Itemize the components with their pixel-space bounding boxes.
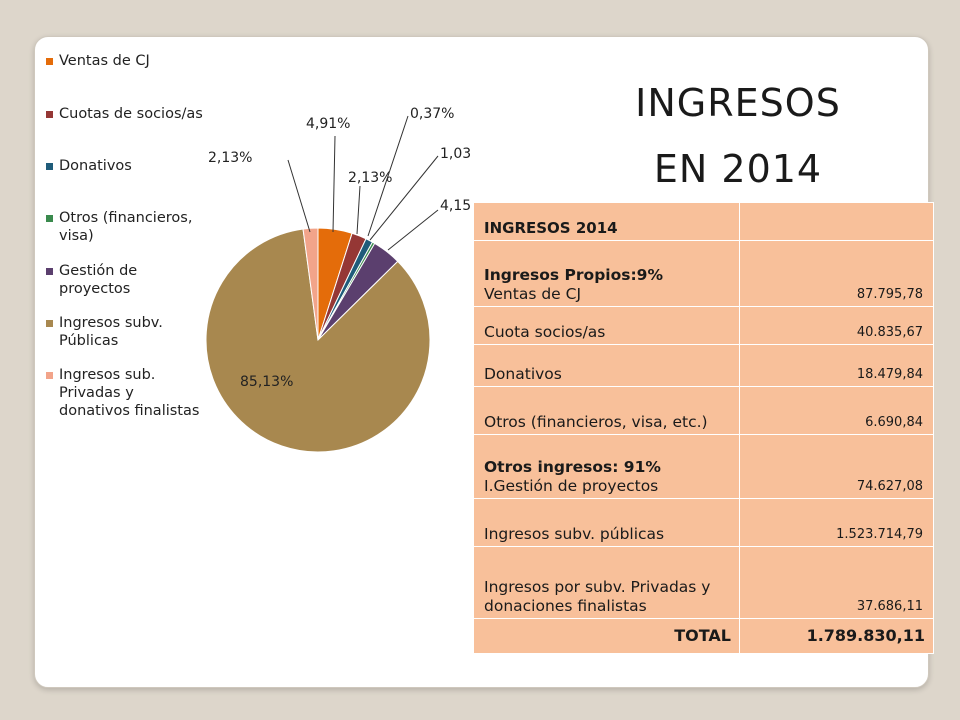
total-label: TOTAL [473, 618, 740, 654]
legend-swatch [46, 163, 53, 170]
data-label: 1,03 [440, 146, 471, 162]
leader-line [369, 155, 439, 241]
leader-line [367, 115, 409, 237]
data-label: 0,37% [410, 106, 454, 122]
row-value: 18.479,84 [739, 344, 934, 387]
legend-swatch [46, 111, 53, 118]
row-value: 1.523.714,79 [739, 498, 934, 547]
total-value: 1.789.830,11 [739, 618, 934, 654]
row-value: 87.795,78 [739, 240, 934, 307]
legend-label: Gestión de proyectos [59, 263, 138, 297]
otros-label: Otros ingresos: 91% [484, 458, 661, 476]
row-label: Ingresos por subv. Privadas y donaciones… [473, 546, 740, 619]
row-value: 74.627,08 [739, 434, 934, 499]
row-value: 37.686,11 [739, 546, 934, 619]
table-row: Otros ingresos: 91% I.Gestión de proyecto… [473, 434, 934, 499]
income-table: INGRESOS 2014 Ingresos Propios:9% Ventas … [473, 202, 934, 654]
table-header-row: INGRESOS 2014 [473, 202, 934, 241]
table-row: Otros (financieros, visa, etc.) 6.690,84 [473, 386, 934, 435]
row-label: Otros ingresos: 91% I.Gestión de proyecto… [473, 434, 740, 499]
title-line-1: INGRESOS [635, 81, 841, 125]
legend-swatch [46, 372, 53, 379]
table-header: INGRESOS 2014 [473, 202, 740, 241]
data-label: 4,15 [440, 198, 471, 214]
leader-line [287, 159, 311, 233]
row-value: 6.690,84 [739, 386, 934, 435]
data-label: 4,91% [306, 116, 350, 132]
leader-line [387, 209, 439, 251]
pie-slice [205, 228, 431, 453]
legend-label: Donativos [59, 158, 132, 174]
table-row: Ingresos por subv. Privadas y donaciones… [473, 546, 934, 619]
row-label-text: Ventas de CJ [484, 285, 582, 303]
legend-swatch [46, 58, 53, 65]
slide-title: INGRESOS EN 2014 [588, 70, 888, 202]
legend-swatch [46, 215, 53, 222]
legend-label: Cuotas de socios/as [59, 106, 203, 122]
row-label: Ingresos Propios:9% Ventas de CJ [473, 240, 740, 307]
pie-slice [302, 227, 319, 341]
table-row: Ingresos Propios:9% Ventas de CJ 87.795,7… [473, 240, 934, 307]
legend-label: Ingresos sub. Privadas y donativos finalis… [59, 367, 200, 419]
data-label: 2,13% [348, 170, 392, 186]
table-header-empty [739, 202, 934, 241]
data-label: 2,13% [208, 150, 252, 166]
data-label: 85,13% [240, 374, 293, 390]
leader-line [356, 185, 361, 235]
table-total-row: TOTAL 1.789.830,11 [473, 618, 934, 654]
row-label: Otros (financieros, visa, etc.) [473, 386, 740, 435]
table-row: Ingresos subv. públicas 1.523.714,79 [473, 498, 934, 547]
row-value: 40.835,67 [739, 306, 934, 345]
legend-swatch [46, 320, 53, 327]
table-row: Cuota socios/as 40.835,67 [473, 306, 934, 345]
row-label: Ingresos subv. públicas [473, 498, 740, 547]
legend-label: Otros (financieros, visa) [59, 210, 193, 244]
leader-line [332, 135, 336, 233]
legend-swatch [46, 268, 53, 275]
propios-label: Ingresos Propios:9% [484, 266, 663, 284]
legend-label: Ingresos subv. Públicas [59, 315, 163, 349]
row-label: Cuota socios/as [473, 306, 740, 345]
legend-label: Ventas de CJ [59, 53, 150, 69]
title-line-2: EN 2014 [653, 147, 823, 191]
row-label-text: I.Gestión de proyectos [484, 477, 659, 495]
table-row: Donativos 18.479,84 [473, 344, 934, 387]
row-label: Donativos [473, 344, 740, 387]
